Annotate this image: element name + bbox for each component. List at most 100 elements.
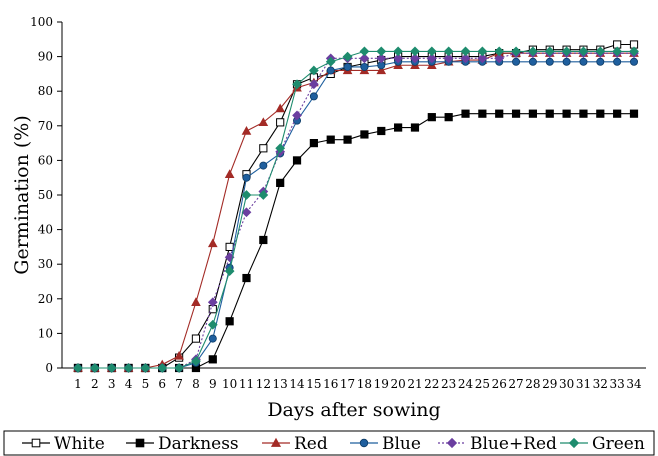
data-point-green <box>494 46 505 57</box>
data-point-blue <box>613 57 622 66</box>
data-point-green <box>629 46 639 57</box>
x-tick-label: 10 <box>222 377 237 391</box>
x-tick-label: 26 <box>492 377 507 391</box>
legend-label: White <box>54 434 105 454</box>
data-point-green <box>612 46 623 57</box>
legend-item-green: Green <box>560 434 645 454</box>
data-point-darkness <box>528 109 538 118</box>
data-point-green <box>477 46 488 57</box>
legend-box <box>3 430 655 456</box>
data-point-darkness <box>461 109 470 118</box>
x-tick-label: 4 <box>125 377 133 391</box>
x-tick-label: 20 <box>390 377 405 391</box>
data-point-blue <box>545 57 554 66</box>
legend-label: Red <box>294 434 328 454</box>
data-point-blue <box>259 161 268 170</box>
x-tick-label: 32 <box>593 377 608 391</box>
series-blue-red <box>73 48 639 373</box>
data-point-darkness <box>360 130 369 139</box>
data-point-red <box>191 297 201 306</box>
series-line-green <box>78 50 634 369</box>
legend-marker <box>568 437 580 449</box>
legend-marker <box>135 438 145 448</box>
y-tick-label: 40 <box>38 223 53 237</box>
data-point-green <box>325 56 336 67</box>
data-point-blue-red <box>443 53 454 64</box>
x-tick-label: 27 <box>508 377 523 391</box>
data-point-blue-red <box>393 53 404 64</box>
legend-marker <box>31 438 41 448</box>
data-point-darkness <box>495 109 504 118</box>
data-point-blue-red <box>426 53 437 64</box>
data-point-darkness <box>511 109 521 118</box>
data-point-blue <box>512 57 521 66</box>
y-tick-label: 20 <box>38 292 53 306</box>
y-tick-label: 50 <box>38 188 53 202</box>
data-point-green <box>140 363 151 373</box>
data-point-darkness <box>225 317 234 326</box>
x-tick-label: 12 <box>256 377 271 391</box>
y-tick-label: 90 <box>38 50 53 64</box>
data-point-green <box>157 363 168 373</box>
series-white <box>73 40 639 373</box>
series-line-blue-red <box>78 52 634 369</box>
data-point-blue <box>528 57 537 66</box>
legend-label: Blue <box>382 434 421 454</box>
data-point-darkness <box>394 123 403 132</box>
legend-item-white: White <box>22 434 105 454</box>
x-tick-label: 31 <box>576 377 591 391</box>
data-point-green <box>207 319 218 330</box>
x-tick-label: 19 <box>374 377 389 391</box>
legend: White Darkness Red Blue Blue+Red Green <box>3 430 655 456</box>
data-point-green <box>359 46 370 57</box>
x-tick-label: 30 <box>559 377 574 391</box>
x-tick-label: 28 <box>525 377 540 391</box>
data-point-red <box>275 103 286 113</box>
x-tick-label: 34 <box>626 377 642 391</box>
data-point-green <box>426 46 437 57</box>
y-tick-label: 30 <box>38 257 53 271</box>
data-point-blue <box>562 57 571 66</box>
data-point-darkness <box>208 355 217 364</box>
data-point-green <box>410 46 420 57</box>
series-line-red <box>78 52 634 369</box>
data-point-white <box>259 144 268 153</box>
data-point-blue <box>343 62 352 71</box>
y-tick-label: 100 <box>30 15 53 29</box>
data-point-darkness <box>292 156 302 165</box>
data-point-red <box>241 126 252 135</box>
series-blue <box>74 57 639 372</box>
data-point-darkness <box>427 113 436 122</box>
data-point-darkness <box>613 109 622 118</box>
data-point-red <box>224 169 235 178</box>
x-tick-label: 23 <box>441 377 456 391</box>
data-point-darkness <box>377 126 386 136</box>
data-point-blue-red <box>207 297 218 308</box>
data-point-darkness <box>444 113 453 122</box>
data-point-blue-red <box>359 53 370 64</box>
data-point-darkness <box>259 235 268 245</box>
x-axis-title: Days after sowing <box>267 399 440 421</box>
data-point-green <box>460 46 471 57</box>
data-point-green <box>275 143 286 154</box>
y-axis-title: Germination (%) <box>11 115 33 274</box>
series-green <box>73 46 639 373</box>
data-point-darkness <box>478 109 487 118</box>
x-tick-label: 17 <box>340 377 355 391</box>
data-point-darkness <box>545 109 554 118</box>
data-point-blue <box>242 173 251 182</box>
data-point-darkness <box>629 109 639 118</box>
data-point-darkness <box>579 109 588 118</box>
data-point-green <box>376 46 387 57</box>
data-point-green <box>241 190 252 200</box>
data-point-red <box>376 65 387 75</box>
x-tick-label: 3 <box>108 377 116 391</box>
data-point-green <box>258 190 269 200</box>
data-point-darkness <box>326 135 335 144</box>
x-tick-label: 5 <box>142 377 150 391</box>
x-tick-label: 14 <box>289 377 305 391</box>
y-tick-label: 0 <box>45 361 53 375</box>
series-line-blue <box>78 61 634 369</box>
x-tick-label: 2 <box>91 377 99 391</box>
